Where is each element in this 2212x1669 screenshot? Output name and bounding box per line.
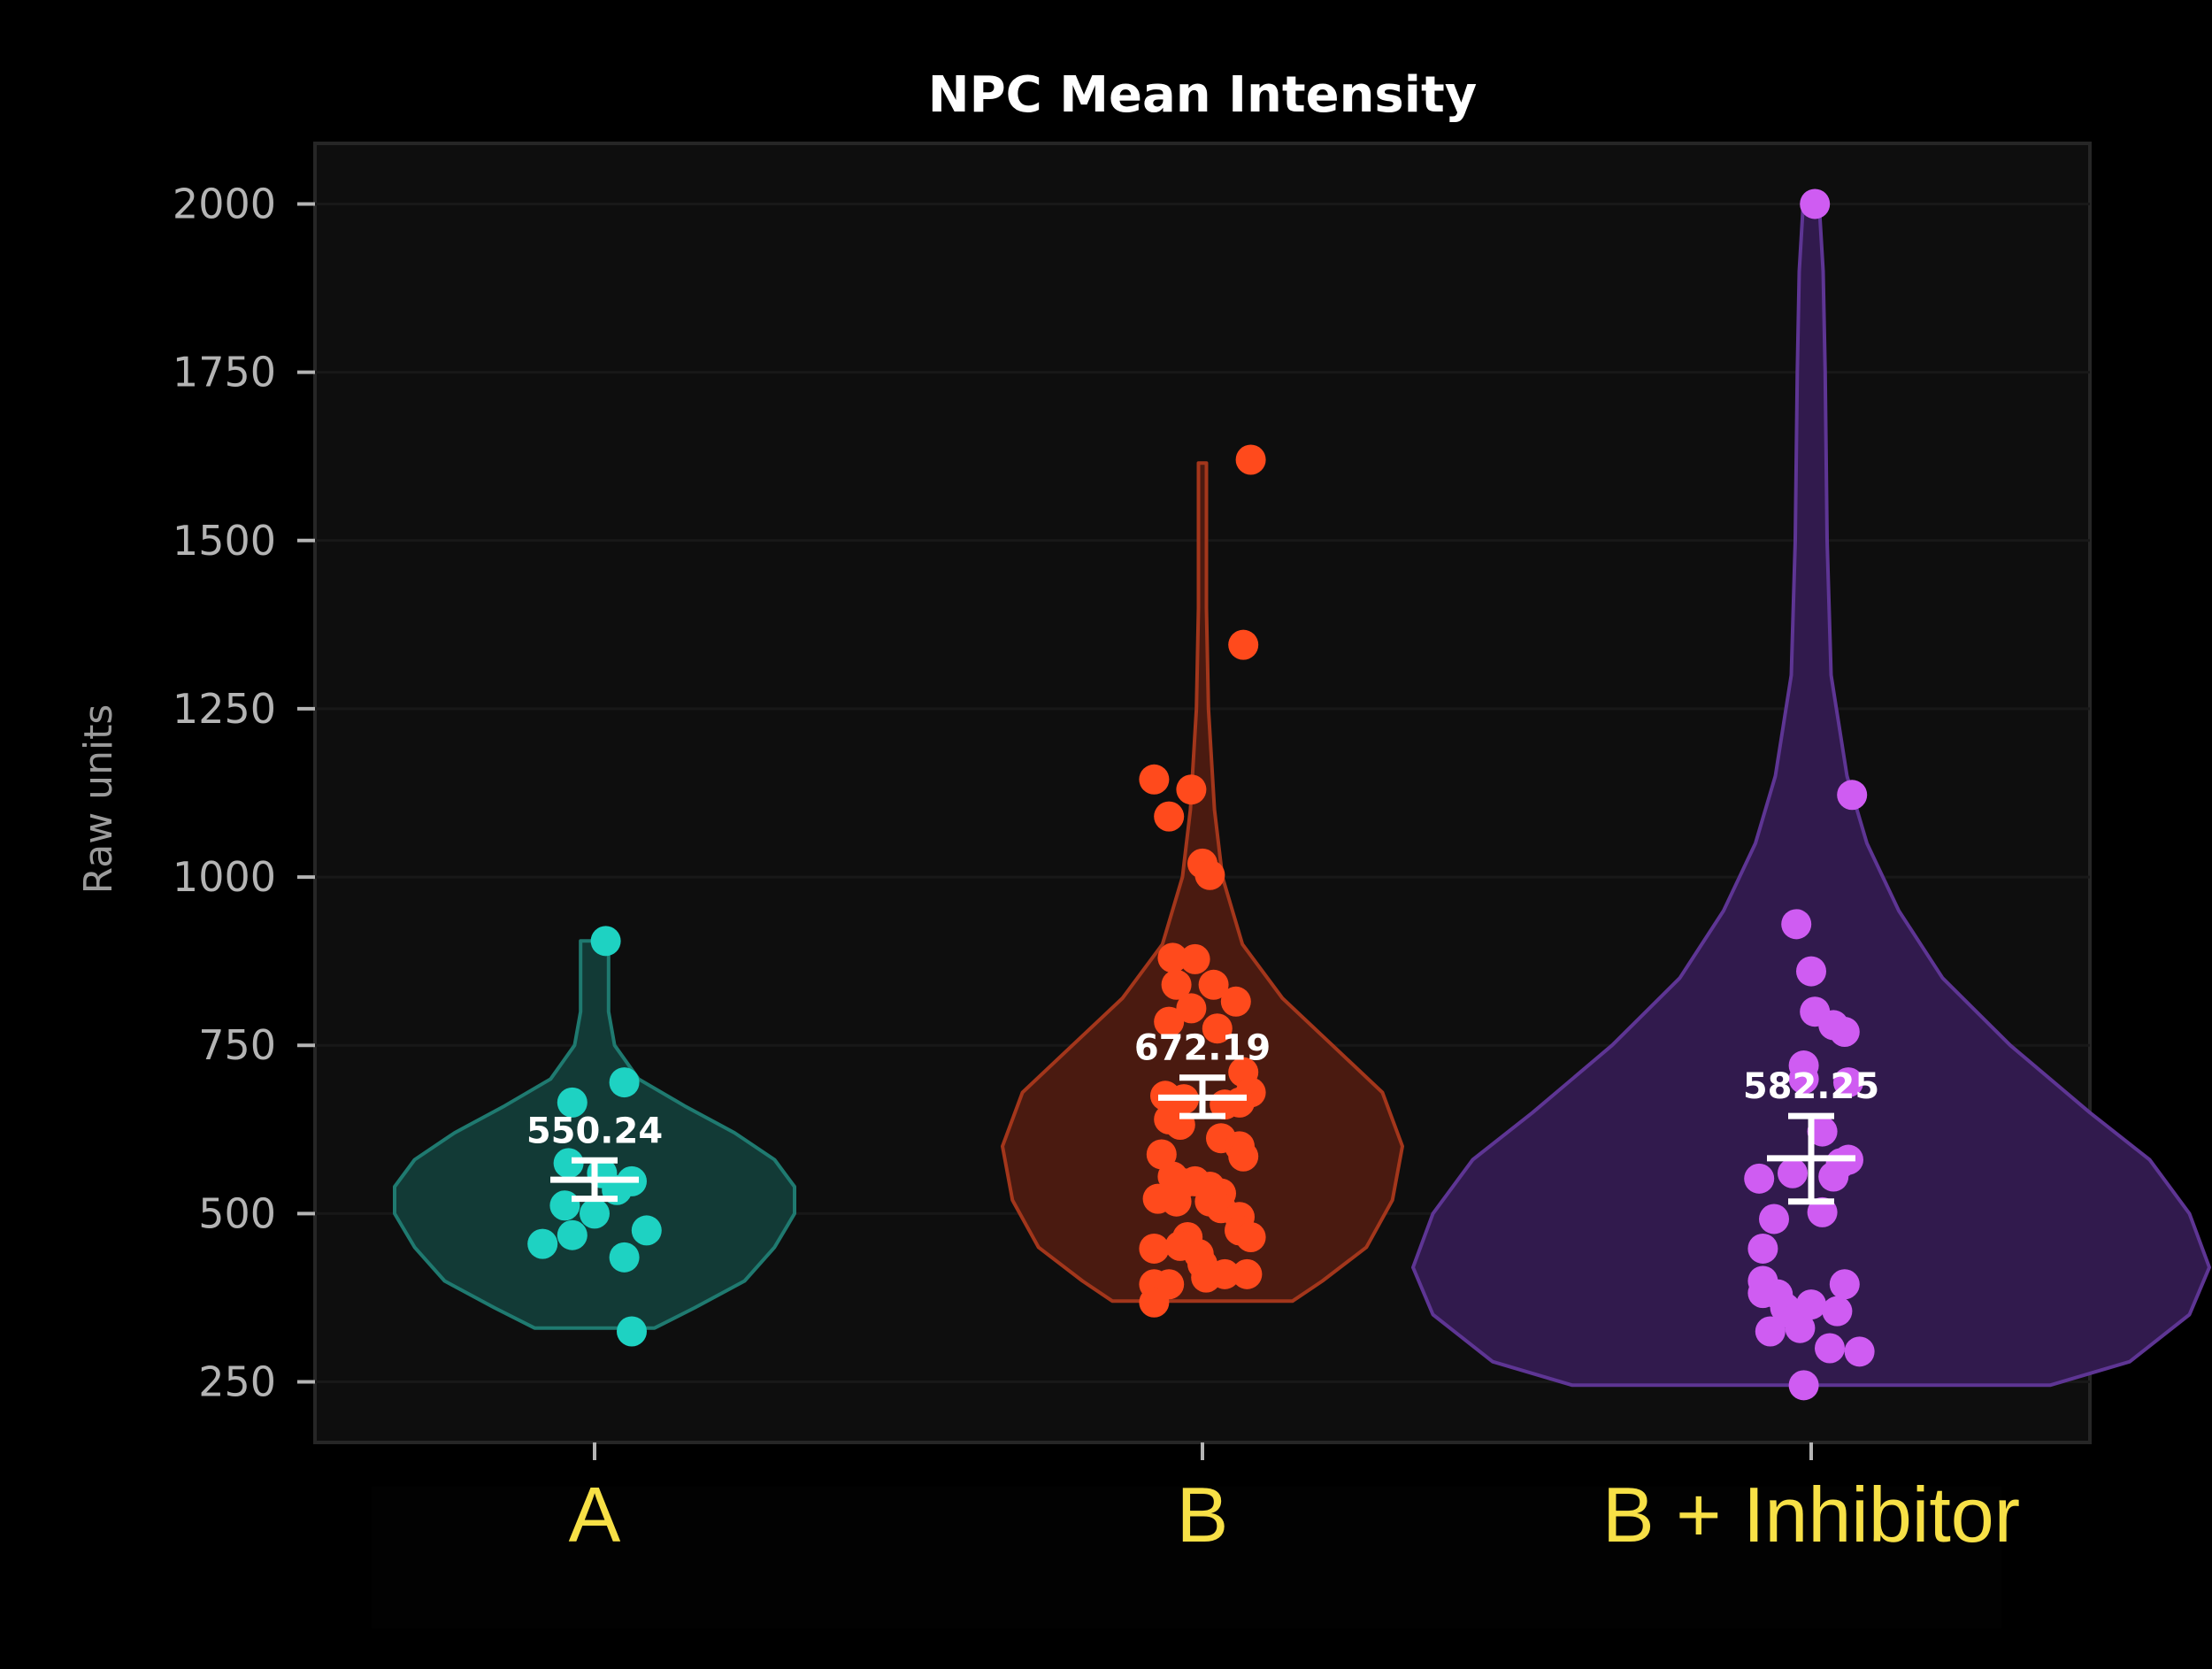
- data-point-3-14: [1818, 1161, 1849, 1192]
- data-point-3-1: [1800, 188, 1831, 219]
- data-point-1-10: [631, 1215, 662, 1246]
- y-tick-label-1750: 1750: [173, 349, 276, 396]
- data-point-3-30: [1844, 1336, 1875, 1367]
- data-point-2-9: [1179, 943, 1210, 974]
- data-point-2-3: [1139, 764, 1170, 795]
- data-point-2-26: [1228, 1141, 1259, 1172]
- data-point-2-5: [1154, 801, 1185, 832]
- data-point-1-9: [580, 1198, 610, 1229]
- data-point-1-11: [557, 1219, 588, 1250]
- data-point-3-26: [1755, 1316, 1786, 1347]
- data-point-3-29: [1829, 1269, 1860, 1300]
- data-point-3-10: [1788, 1064, 1819, 1095]
- data-point-3-2: [1837, 780, 1868, 811]
- y-tick-label-750: 750: [198, 1021, 276, 1069]
- data-point-2-14: [1154, 1006, 1185, 1037]
- data-point-2-8: [1157, 942, 1188, 973]
- data-point-3-11: [1807, 1116, 1838, 1147]
- data-point-2-27: [1146, 1139, 1177, 1170]
- y-tick-label-250: 250: [198, 1358, 276, 1406]
- data-points: [527, 188, 1875, 1401]
- data-point-2-40: [1232, 1258, 1263, 1289]
- data-point-1-12: [527, 1228, 558, 1259]
- data-point-3-16: [1744, 1163, 1775, 1194]
- data-point-2-12: [1161, 969, 1192, 1000]
- data-point-3-9: [1833, 1067, 1863, 1098]
- data-point-2-39: [1235, 1222, 1266, 1253]
- data-point-1-13: [609, 1242, 640, 1273]
- x-tick-label-1: A: [569, 1471, 621, 1558]
- x-tick-labels: A B B + Inhibitor: [569, 1471, 2020, 1558]
- label-backdrop: [372, 1487, 2001, 1628]
- data-point-2-10: [1198, 969, 1229, 1000]
- data-point-1-2: [609, 1067, 640, 1098]
- data-point-3-27: [1796, 1289, 1826, 1320]
- data-point-3-25: [1785, 1312, 1816, 1343]
- y-tick-label-1500: 1500: [173, 517, 276, 565]
- y-axis-label: Raw units: [76, 704, 121, 895]
- mean-label-2: 672.19: [1134, 1028, 1271, 1069]
- data-point-1-4: [553, 1148, 584, 1179]
- data-point-2-50: [1191, 1262, 1222, 1293]
- data-point-2-2: [1228, 629, 1259, 660]
- data-point-3-4: [1796, 956, 1826, 987]
- data-point-3-7: [1829, 1017, 1860, 1048]
- data-point-3-31: [1815, 1333, 1845, 1364]
- data-point-3-3: [1781, 909, 1812, 940]
- data-point-2-4: [1176, 774, 1207, 805]
- data-point-2-11: [1220, 986, 1251, 1017]
- x-tick-label-3: B + Inhibitor: [1602, 1471, 2020, 1558]
- data-point-1-8: [549, 1190, 580, 1221]
- y-tick-label-500: 500: [198, 1189, 276, 1237]
- mean-markers: 550.24 672.19 582.25: [526, 1028, 1879, 1205]
- data-point-2-1: [1235, 444, 1266, 475]
- y-tick-label-1250: 1250: [173, 685, 276, 733]
- data-point-2-7: [1194, 859, 1225, 890]
- mean-label-3: 582.25: [1743, 1066, 1879, 1107]
- data-point-3-32: [1788, 1370, 1819, 1401]
- data-point-3-17: [1759, 1204, 1789, 1234]
- data-point-2-34: [1161, 1186, 1192, 1217]
- data-point-2-49: [1139, 1287, 1170, 1318]
- y-tick-label-1000: 1000: [173, 853, 276, 901]
- data-point-3-19: [1747, 1233, 1778, 1264]
- axes: 250 500 750 1000 1250 1500 1750 2000: [173, 180, 1813, 1460]
- y-tick-label-2000: 2000: [173, 180, 276, 227]
- data-point-3-28: [1822, 1296, 1853, 1327]
- data-point-1-1: [590, 926, 621, 957]
- data-point-2-13: [1176, 993, 1207, 1024]
- chart-title: NPC Mean Intensity: [928, 66, 1477, 124]
- data-point-2-44: [1139, 1233, 1170, 1264]
- data-point-3-15: [1778, 1158, 1808, 1188]
- mean-label-1: 550.24: [526, 1111, 663, 1151]
- data-point-3-18: [1807, 1196, 1838, 1227]
- data-point-2-15: [1202, 1013, 1233, 1044]
- data-point-1-3: [557, 1087, 588, 1118]
- violin-1: [393, 939, 796, 1330]
- x-tick-label-2: B: [1177, 1471, 1229, 1558]
- data-point-1-14: [617, 1316, 647, 1347]
